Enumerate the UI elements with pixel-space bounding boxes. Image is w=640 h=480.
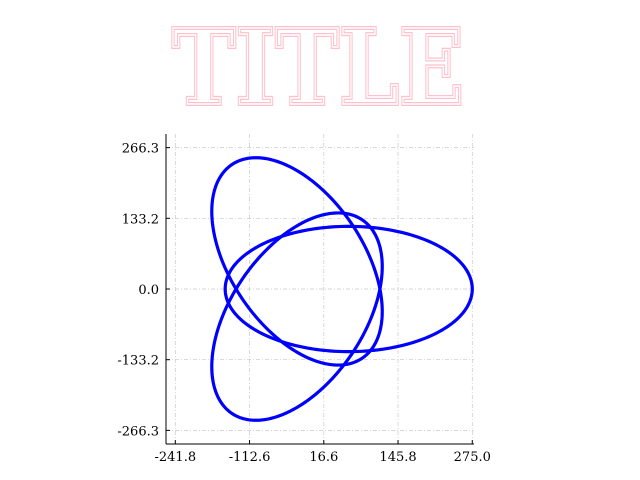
x-tick-label: -241.8 — [155, 450, 197, 465]
ticks: -241.8 -112.6 16.6 145.8 275.0 -266.3 -133.2 0.… — [117, 142, 490, 465]
x-tick-label: 275.0 — [454, 450, 491, 465]
y-tick-label: 133.2 — [122, 212, 159, 227]
series-ellipse-1 — [223, 224, 474, 354]
chart-title-text: TITLE — [172, 6, 464, 129]
series-ellipse-2 — [210, 156, 384, 367]
x-tick-label: 16.6 — [309, 450, 338, 465]
grid — [166, 134, 474, 444]
y-tick-label: -266.3 — [117, 424, 159, 439]
series-ellipse-3 — [210, 211, 384, 422]
y-tick-label: -133.2 — [117, 354, 159, 369]
series — [210, 156, 474, 422]
y-tick-label: 266.3 — [122, 142, 159, 157]
x-tick-label: 145.8 — [379, 450, 416, 465]
x-tick-label: -112.6 — [229, 450, 271, 465]
chart-title-inner-stroke: TITLE — [172, 6, 464, 129]
y-tick-label: 0.0 — [138, 283, 159, 298]
